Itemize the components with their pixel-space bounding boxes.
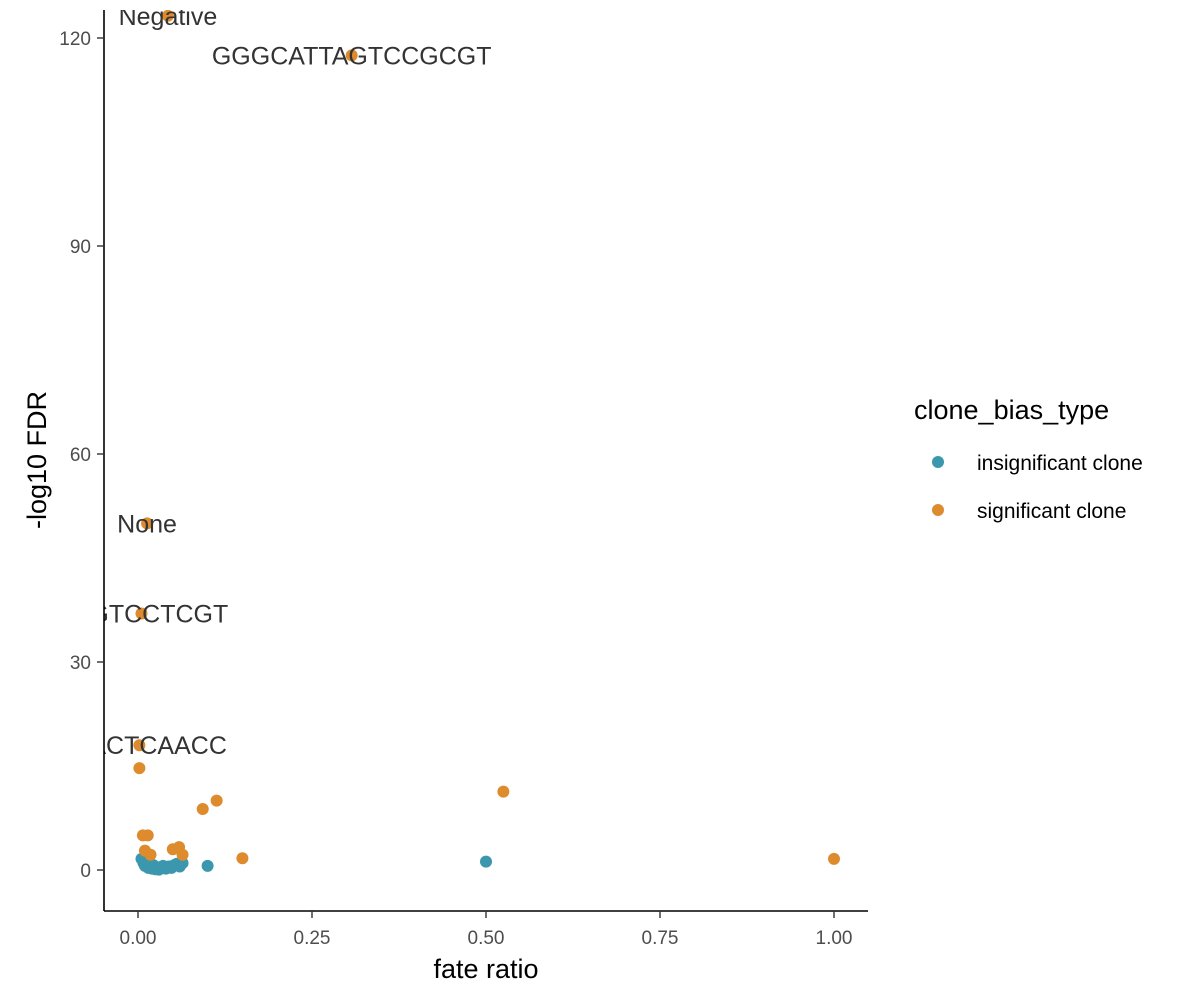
significant-clone-point <box>345 49 358 62</box>
annotations-layer: Negative GGGCATTAGTCCGCGT None TGGTCCTCGT CG… <box>52 3 492 760</box>
significant-clone-point <box>141 517 154 530</box>
x-tick-label: 0.50 <box>468 928 505 949</box>
x-tick-label: 0.00 <box>120 928 157 949</box>
significant-clone-point <box>236 852 249 865</box>
point-annotation: None <box>117 510 177 538</box>
significant-clone-point <box>176 848 189 861</box>
legend-title: clone_bias_type <box>914 395 1109 425</box>
legend-label: insignificant clone <box>977 452 1143 475</box>
x-tick-label: 1.00 <box>816 928 853 949</box>
y-tick-label: 90 <box>70 237 91 258</box>
significant-clone-point <box>497 785 510 798</box>
y-ticks: 0 30 60 90 120 <box>59 29 104 882</box>
significant-clone-point <box>133 762 146 775</box>
point-annotation: TGGTCCTCGT <box>55 600 229 628</box>
significant-clone-point <box>210 794 223 807</box>
point-annotation: GGGCATTAGTCCGCGT <box>212 42 492 70</box>
y-axis-title: -log10 FDR <box>22 391 52 529</box>
significant-clone-point <box>141 829 154 842</box>
legend-key-dot <box>932 456 944 468</box>
insignificant-clone-point <box>176 857 189 870</box>
significant-clone-point <box>196 802 209 815</box>
legend-label: significant clone <box>977 500 1126 523</box>
significant-clone-point <box>161 10 174 22</box>
point-annotation: Negative <box>119 3 218 31</box>
significant-clone-point <box>828 852 840 865</box>
x-axis-title: fate ratio <box>433 954 538 984</box>
insignificant-clone-point <box>201 859 214 872</box>
x-ticks: 0.00 0.25 0.50 0.75 1.00 <box>120 911 853 949</box>
point-annotation: CGACTCAACC <box>52 732 227 760</box>
significant-clone-point <box>144 848 157 861</box>
legend-entries: insignificant clone significant clone <box>932 452 1143 523</box>
x-tick-label: 0.25 <box>294 928 331 949</box>
y-tick-label: 0 <box>80 861 91 882</box>
y-tick-label: 30 <box>70 653 91 674</box>
legend-key-dot <box>932 504 944 516</box>
y-tick-label: 120 <box>59 29 91 50</box>
y-tick-label: 60 <box>70 445 91 466</box>
insignificant-clone-point <box>480 855 492 868</box>
significant-clone-point <box>135 607 148 620</box>
points-layer <box>133 10 840 876</box>
x-tick-label: 0.75 <box>642 928 679 949</box>
significant-clone-point <box>133 739 146 752</box>
legend: clone_bias_type insignificant clone signi… <box>914 395 1143 523</box>
